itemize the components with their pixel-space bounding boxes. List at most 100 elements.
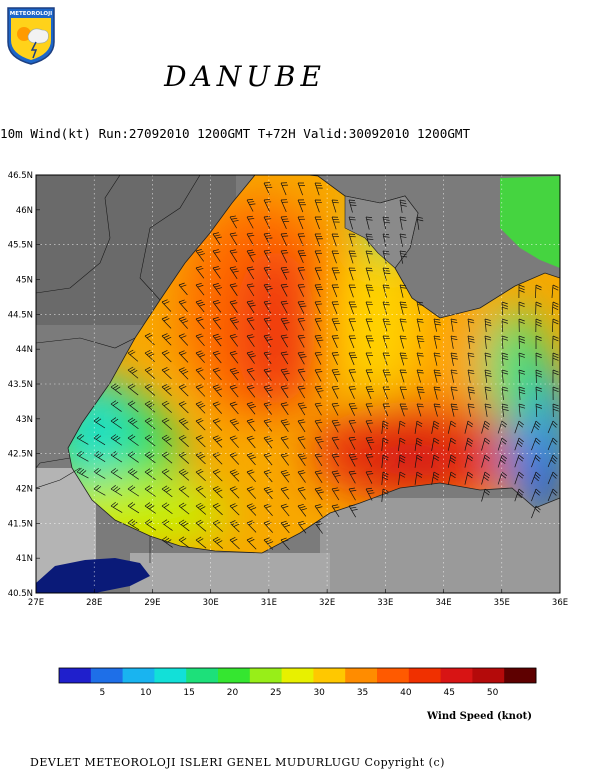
colorbar-swatch — [472, 668, 505, 683]
wind-barb — [280, 469, 291, 483]
wind-barb — [144, 417, 156, 430]
wind-barb — [212, 350, 222, 364]
colorbar-swatch — [154, 668, 187, 683]
colorbar-tick-label: 10 — [140, 688, 152, 698]
wind-barb — [365, 369, 373, 383]
wind-barb — [551, 301, 559, 315]
wind-barb — [212, 435, 223, 448]
wind-barb — [414, 437, 423, 451]
wind-barb — [314, 216, 322, 230]
colorbar-swatch — [504, 668, 537, 683]
wind-barb — [467, 318, 475, 332]
wind-barb — [178, 434, 189, 447]
wind-barb — [414, 420, 423, 434]
colorbar-swatch — [186, 668, 219, 683]
wind-barb — [450, 369, 458, 383]
wind-barb — [280, 486, 290, 500]
wind-barb — [297, 487, 306, 500]
wind-barb — [263, 317, 272, 331]
wind-barb — [331, 504, 340, 518]
wind-barb — [431, 437, 440, 451]
footer-text: DEVLET METEOROLOJI ISLERI GENEL MUDURLUG… — [30, 756, 445, 769]
wind-barb — [297, 317, 306, 331]
wind-barb — [314, 521, 323, 534]
wind-barb — [331, 352, 340, 365]
wind-barb — [195, 435, 206, 448]
wind-barb — [365, 403, 374, 417]
wind-barb — [365, 454, 374, 467]
wind-barb — [447, 437, 457, 451]
wind-barb — [535, 318, 542, 333]
wind-barb — [178, 485, 190, 498]
wind-barb — [552, 369, 559, 384]
wind-barb — [348, 386, 357, 399]
wind-barb — [518, 386, 526, 400]
wind-barb — [348, 250, 357, 264]
wind-barb — [229, 537, 240, 550]
wind-barb — [433, 369, 442, 383]
wind-barb — [450, 335, 458, 349]
wind-barb — [547, 471, 558, 485]
wind-barb — [314, 318, 323, 331]
wind-barb — [531, 505, 541, 519]
wind-barb — [535, 369, 542, 384]
lat-tick-label: 42N — [16, 485, 33, 495]
wind-barb — [229, 249, 238, 263]
wind-barb — [399, 352, 408, 366]
wind-barb — [195, 384, 206, 397]
wind-barb — [110, 468, 123, 480]
wind-barb — [178, 367, 189, 380]
wind-barb — [331, 335, 340, 348]
wind-barb — [229, 283, 238, 296]
colorbar-tick-label: 25 — [270, 688, 281, 698]
lon-tick-label: 27E — [28, 598, 44, 608]
wind-barb — [263, 402, 272, 415]
colorbar-swatch — [90, 668, 124, 683]
wind-barb — [280, 351, 289, 365]
wind-barb — [331, 250, 339, 264]
wind-barb — [314, 250, 322, 264]
wind-barb — [246, 317, 255, 330]
wind-barb — [365, 420, 374, 433]
wind-barb — [263, 199, 272, 212]
lon-tick-label: 33E — [377, 598, 393, 608]
wind-barb — [297, 301, 307, 314]
wind-barb — [195, 249, 205, 262]
wind-barb — [514, 471, 524, 485]
wind-barb — [144, 383, 156, 396]
wind-barb — [365, 250, 373, 264]
wind-barb — [348, 301, 357, 315]
wind-barb — [246, 435, 256, 449]
wind-barb — [246, 503, 257, 516]
wind-barb — [144, 434, 156, 447]
lon-tick-label: 30E — [203, 598, 219, 608]
wind-barb — [246, 486, 257, 499]
wind-barb — [246, 266, 255, 280]
wind-barb — [484, 369, 492, 383]
wind-barb — [518, 369, 526, 383]
wind-barb — [127, 434, 139, 446]
wind-barb — [76, 467, 89, 479]
wind-barb — [297, 503, 307, 517]
lat-tick-label: 41.5N — [8, 519, 33, 529]
wind-barb — [467, 369, 475, 383]
wind-barb — [280, 250, 289, 263]
colorbar-tick-label: 50 — [487, 688, 499, 698]
wind-barb — [381, 488, 389, 502]
logo-text: METEOROLOJI — [10, 11, 52, 17]
wind-barb — [518, 301, 525, 316]
lat-tick-label: 42.5N — [8, 450, 33, 460]
wind-barb — [501, 352, 509, 366]
wind-barb — [161, 417, 173, 430]
wind-barb — [514, 437, 524, 451]
wind-barb — [110, 485, 123, 497]
wind-barb — [314, 487, 324, 500]
wind-barb — [314, 351, 323, 365]
wind-barb — [497, 420, 507, 434]
wind-barb — [161, 536, 173, 548]
wind-barb — [212, 266, 221, 279]
wind-barb — [229, 350, 239, 364]
wind-barb — [280, 334, 289, 348]
wind-barb — [331, 385, 340, 399]
wind-barb — [161, 451, 173, 464]
